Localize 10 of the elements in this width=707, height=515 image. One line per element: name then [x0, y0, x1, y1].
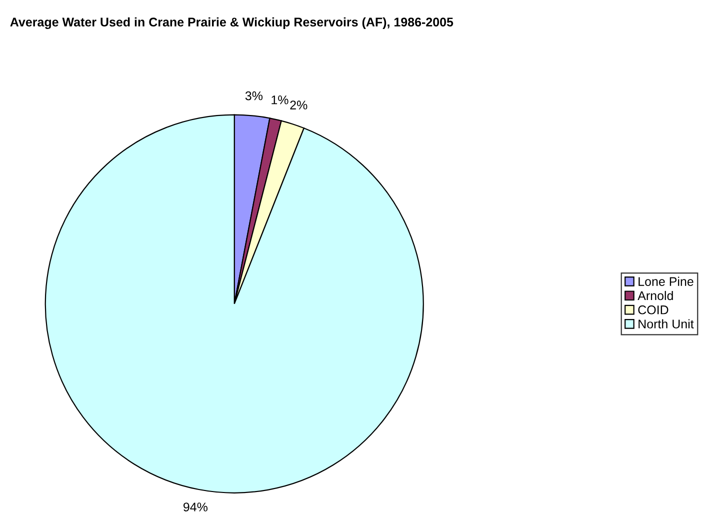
data-label: 2% [290, 100, 308, 110]
pie-slice [44, 114, 424, 494]
legend-label: Arnold [638, 290, 673, 300]
data-label: 3% [245, 91, 263, 100]
legend-label: North Unit [638, 319, 694, 328]
legend-label: Lone Pine [638, 276, 694, 286]
data-label: 94% [183, 502, 208, 512]
legend-label: COID [638, 305, 668, 314]
data-label: 1% [272, 96, 288, 104]
chart-title: Average Water Used in Crane Prairie & Wickiup Reservoirs (AF), 1986-2005 [10, 17, 454, 30]
